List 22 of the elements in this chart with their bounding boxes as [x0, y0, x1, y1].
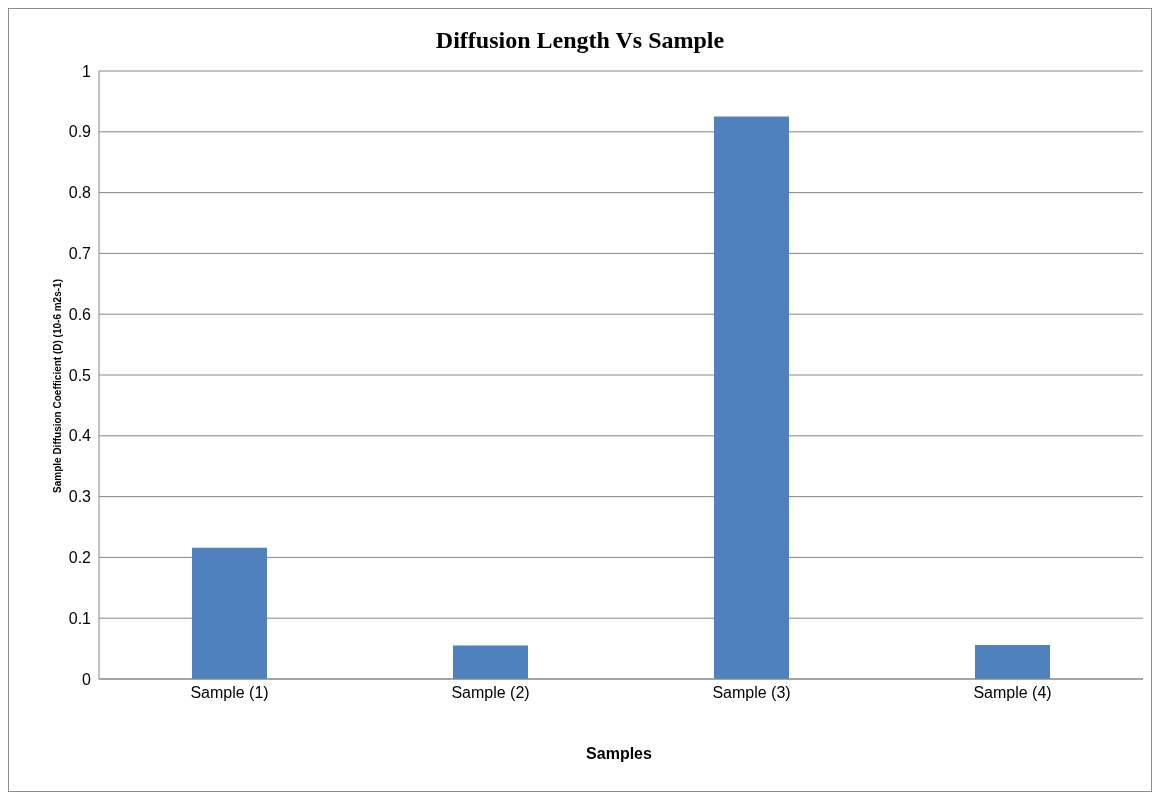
y-tick-label: 0.3 — [68, 488, 92, 506]
y-tick-label: 1 — [82, 62, 92, 80]
y-tick-label: 0.9 — [68, 123, 92, 141]
y-tick-label: 0.1 — [68, 609, 92, 627]
bar — [714, 116, 789, 679]
chart-title: Diffusion Length Vs Sample — [434, 27, 726, 54]
bar — [453, 645, 528, 679]
y-tick-label: 0.4 — [68, 427, 92, 445]
bar — [975, 644, 1050, 679]
y-tick-label: 0.6 — [68, 305, 92, 323]
y-tick-label: 0.2 — [68, 549, 92, 567]
x-axis-title: Samples — [585, 745, 653, 763]
y-axis-title: Sample Diffusion Coefficient (D) (10-6 m2s-1) — [51, 279, 63, 493]
y-tick-label: 0.7 — [68, 245, 92, 263]
x-tick-label: Sample (1) — [190, 684, 269, 702]
y-tick-label: 0 — [82, 670, 92, 688]
x-tick-label: Sample (4) — [973, 684, 1052, 702]
x-tick-label: Sample (3) — [712, 684, 791, 702]
y-tick-label: 0.8 — [68, 184, 92, 202]
bar — [192, 547, 267, 679]
y-tick-label: 0.5 — [68, 366, 92, 384]
x-tick-label: Sample (2) — [451, 684, 530, 702]
